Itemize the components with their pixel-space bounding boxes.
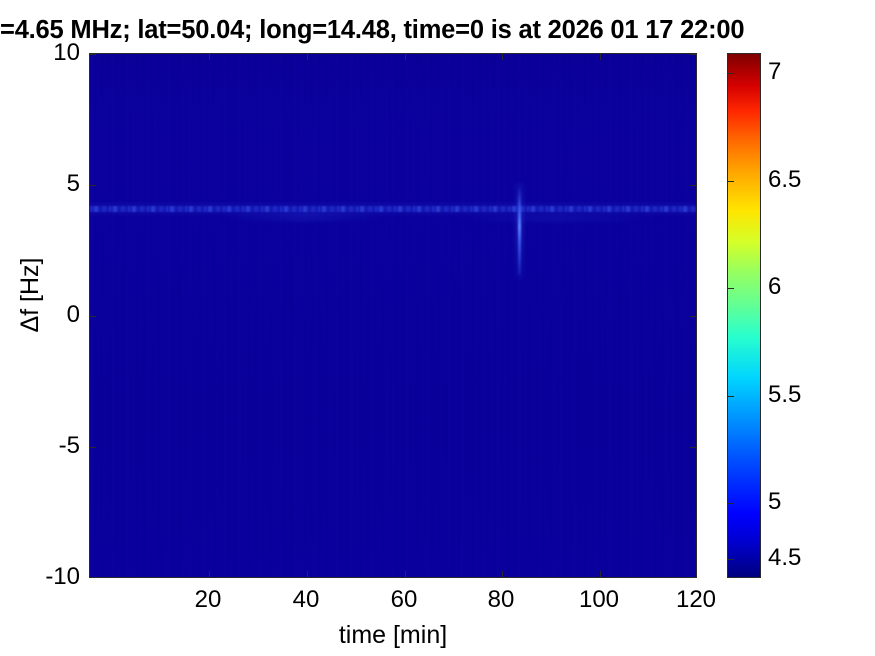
heatmap-smudge-left xyxy=(220,212,390,221)
ytick-label: 10 xyxy=(53,39,80,66)
xtick-label: 40 xyxy=(292,586,320,613)
xtick-mark xyxy=(209,571,210,577)
colorbar-tick-label: 6 xyxy=(768,273,782,300)
ytick-mark-right xyxy=(690,54,696,55)
heatmap-axes[interactable] xyxy=(89,53,697,578)
colorbar-tick-label: 6.5 xyxy=(768,166,802,193)
y-axis-label: Δf [Hz] xyxy=(16,257,44,333)
colorbar-tick-label: 5.5 xyxy=(768,381,802,408)
figure-title: =4.65 MHz; lat=50.04; long=14.48, time=0… xyxy=(0,16,745,44)
ytick-mark-right xyxy=(690,316,696,317)
vertical-burst xyxy=(518,187,522,275)
ytick-mark-right xyxy=(690,185,696,186)
colorbar-tick xyxy=(728,503,734,504)
heatmap-smudge-center xyxy=(450,214,660,222)
xtick-mark-top xyxy=(209,54,210,60)
colorbar[interactable] xyxy=(727,53,761,578)
colorbar-tick-label: 4.5 xyxy=(768,544,802,571)
xtick-mark-top xyxy=(600,54,601,60)
xtick-label: 60 xyxy=(390,586,418,613)
colorbar-tick xyxy=(728,288,734,289)
ytick-label: -5 xyxy=(58,432,80,459)
xtick-mark xyxy=(502,571,503,577)
xtick-mark xyxy=(405,571,406,577)
xtick-mark-top xyxy=(405,54,406,60)
xtick-label: 20 xyxy=(194,586,222,613)
colorbar-tick xyxy=(728,73,734,74)
ytick-label: -10 xyxy=(45,563,80,590)
xtick-mark xyxy=(600,571,601,577)
colorbar-tick-label: 5 xyxy=(768,488,782,515)
xtick-mark-top xyxy=(307,54,308,60)
horizontal-spectral-line xyxy=(90,205,696,213)
ytick-mark-right xyxy=(690,447,696,448)
colorbar-tick-label: 7 xyxy=(768,58,782,85)
ytick-mark xyxy=(90,316,96,317)
xtick-label: 80 xyxy=(487,586,515,613)
ytick-mark xyxy=(90,54,96,55)
xtick-mark xyxy=(307,571,308,577)
colorbar-tick xyxy=(728,396,734,397)
ytick-label: 0 xyxy=(66,301,80,328)
xtick-mark-top xyxy=(502,54,503,60)
heatmap-image xyxy=(90,54,696,577)
heatmap-noise-texture xyxy=(90,54,696,577)
xtick-label: 120 xyxy=(675,586,717,613)
colorbar-tick xyxy=(728,181,734,182)
ytick-mark xyxy=(90,447,96,448)
ytick-label: 5 xyxy=(66,170,80,197)
xtick-label: 100 xyxy=(578,586,620,613)
x-axis-label: time [min] xyxy=(338,621,448,649)
ytick-mark xyxy=(90,185,96,186)
colorbar-tick xyxy=(728,559,734,560)
